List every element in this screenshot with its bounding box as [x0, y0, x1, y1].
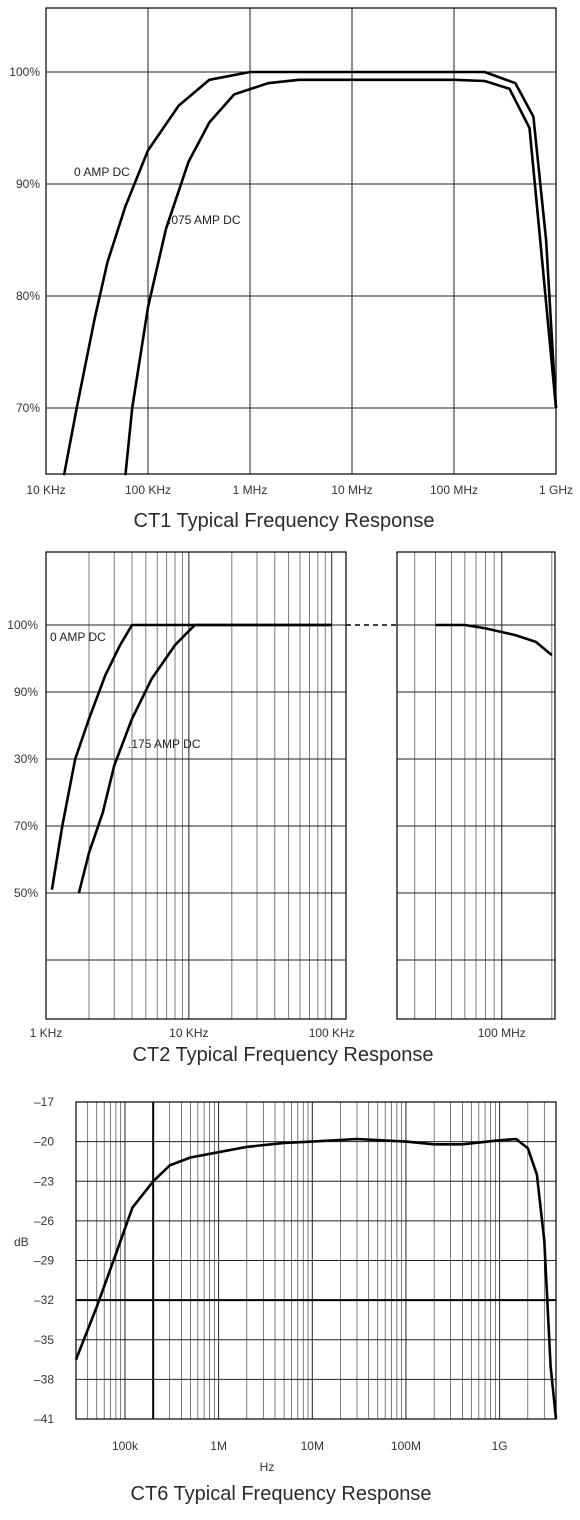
ct1-x-tick-label: 10 MHz: [331, 483, 372, 497]
ct2-x-tick-label: 100 KHz: [309, 1026, 355, 1040]
ct1-x-tick-label: 10 KHz: [26, 483, 65, 497]
ct6-x-tick-label: 100k: [112, 1439, 139, 1453]
ct6-grid: [76, 1101, 556, 1420]
ct2-x-tick-label: 1 KHz: [30, 1026, 63, 1040]
ct2-x-tick-label: 100 MHz: [478, 1026, 526, 1040]
ct2-annotation-0amp: 0 AMP DC: [50, 630, 106, 644]
ct6-series-line: [74, 1137, 558, 1420]
ct2-y-tick-label: 90%: [14, 685, 38, 699]
ct6-y-tick-label: –17: [34, 1095, 54, 1109]
ct2-chart-title: CT2 Typical Frequency Response: [133, 1044, 434, 1066]
ct1-chart-title: CT1 Typical Frequency Response: [134, 510, 435, 532]
ct6-y-tick-labels: –17 –20 –23 –26 –29 –32 –35 –38 –41: [34, 1095, 54, 1426]
ct1-chart: 100%90%80%70% 10 KHz 100 KHz 1 MHz 10 MHz 10…: [9, 7, 573, 532]
ct2-y-tick-label: 50%: [14, 886, 38, 900]
ct2-series-0amp-line: [50, 623, 332, 890]
ct2-y-tick-label: 100%: [7, 618, 38, 632]
ct1-x-tick-label: 1 MHz: [233, 483, 268, 497]
ct2-x-tick-label: 10 KHz: [169, 1026, 208, 1040]
ct2-annotation-175amp: .175 AMP DC: [128, 737, 201, 751]
ct6-y-tick-label: –35: [34, 1333, 54, 1347]
ct2-grid: [46, 552, 555, 1019]
ct1-y-tick-labels: 100% 90% 80% 70%: [9, 65, 40, 415]
ct2-curves: [50, 623, 553, 894]
ct6-x-tick-label: 1M: [210, 1439, 227, 1453]
ct2-series-high-freq-line: [435, 623, 553, 657]
ct6-x-tick-label: 10M: [301, 1439, 324, 1453]
ct6-y-tick-label: –29: [34, 1254, 54, 1268]
ct1-curves: [62, 70, 558, 476]
ct1-x-tick-label: 1 GHz: [539, 483, 573, 497]
ct1-x-tick-label: 100 KHz: [125, 483, 171, 497]
ct1-annotation-0amp: 0 AMP DC: [74, 165, 130, 179]
ct2-chart: 100% 90% 30% 70% 50% 1 KHz 10 KHz 100 KHz 100 M…: [7, 551, 556, 1066]
ct1-y-tick-label: 90%: [16, 177, 40, 191]
ct1-grid: [46, 8, 556, 474]
ct1-plot-frame: [45, 7, 557, 475]
ct1-annotation-075amp: .075 AMP DC: [168, 213, 241, 227]
ct1-y-tick-label: 100%: [9, 65, 40, 79]
ct6-y-tick-label: –20: [34, 1135, 54, 1149]
ct1-series-075amp-line: [124, 78, 558, 476]
ct6-x-tick-label: 100M: [391, 1439, 421, 1453]
ct2-y-tick-label: 30%: [14, 752, 38, 766]
ct6-y-tick-label: –23: [34, 1174, 54, 1188]
ct6-y-tick-label: –38: [34, 1372, 54, 1386]
ct6-y-tick-label: –32: [34, 1293, 54, 1307]
ct2-x-tick-labels: 1 KHz 10 KHz 100 KHz 100 MHz: [30, 1026, 526, 1040]
ct2-series-175amp-line: [77, 623, 332, 894]
ct1-series-0amp-line: [62, 70, 558, 476]
ct2-y-tick-label: 70%: [14, 819, 38, 833]
ct2-plot-frame-right: [396, 551, 556, 1020]
ct6-chart-title: CT6 Typical Frequency Response: [131, 1483, 432, 1505]
ct6-plot-frame: [75, 1101, 557, 1420]
ct1-y-tick-label: 80%: [16, 289, 40, 303]
ct2-plot-frame-left: [45, 551, 347, 1020]
ct6-y-axis-label: dB: [14, 1235, 29, 1249]
ct6-x-tick-labels: 100k 1M 10M 100M 1G: [112, 1439, 508, 1453]
ct1-x-tick-labels: 10 KHz 100 KHz 1 MHz 10 MHz 100 MHz 1 GHz: [26, 483, 573, 497]
ct1-x-tick-label: 100 MHz: [430, 483, 478, 497]
ct6-y-tick-label: –26: [34, 1214, 54, 1228]
ct1-y-tick-label: 70%: [16, 401, 40, 415]
ct6-chart: –17–20–23–26–29–32–35–38–41 100k 1M 10M 100…: [14, 1095, 558, 1505]
ct6-y-tick-label: –41: [34, 1412, 54, 1426]
ct2-y-tick-labels: 100% 90% 30% 70% 50%: [7, 618, 38, 900]
ct6-x-axis-label: Hz: [260, 1460, 275, 1474]
ct6-curves: [74, 1137, 558, 1420]
ct6-x-tick-label: 1G: [492, 1439, 508, 1453]
